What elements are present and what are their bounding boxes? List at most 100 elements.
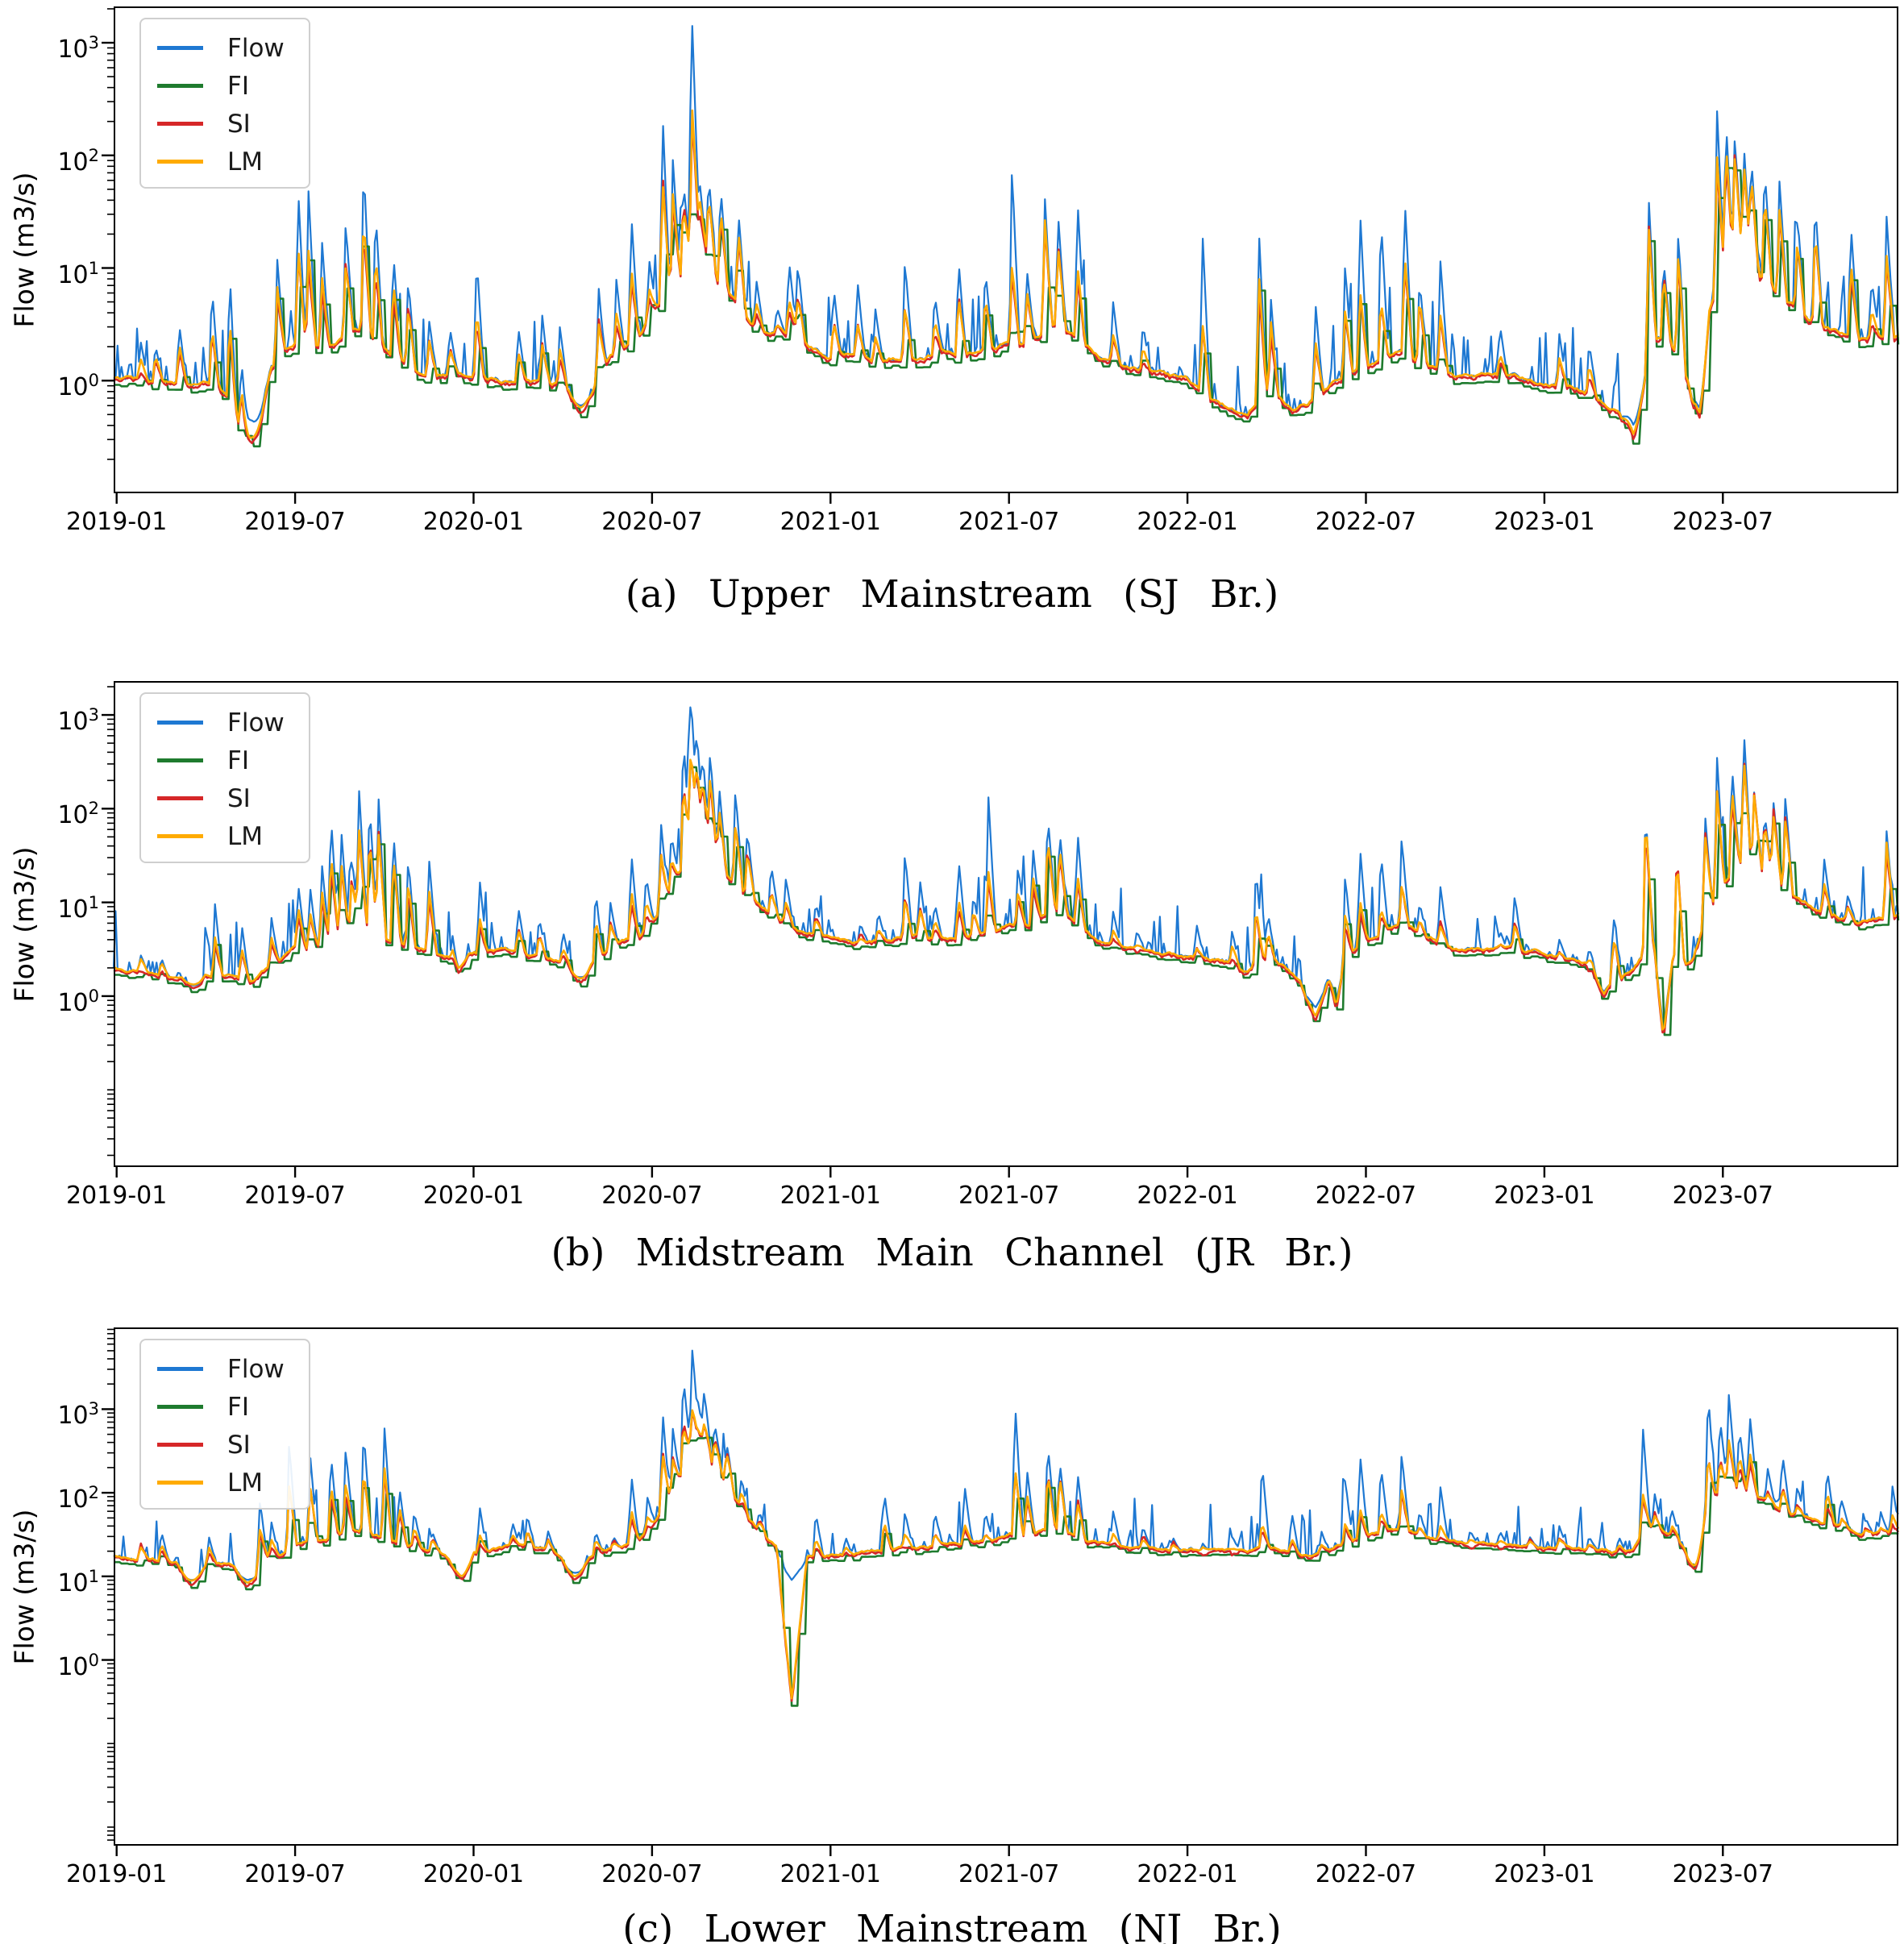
legend-label: Flow [227,33,285,63]
legend: Flow FI SI LM [139,692,310,863]
legend-item-lm: LM [157,817,285,855]
x-tick-label: 2021-07 [958,1182,1060,1210]
x-tick-label: 2022-07 [1315,508,1417,536]
x-tick-label: 2022-07 [1315,1182,1417,1210]
x-tick-label: 2020-07 [601,1182,703,1210]
series-fi-line [114,766,1900,1036]
legend-label: FI [227,1392,249,1422]
x-tick-label: 2020-01 [422,1860,525,1888]
y-tick-label: 103 [57,705,99,737]
x-tick-label: 2023-07 [1672,1182,1773,1210]
x-tick-label: 2020-01 [422,508,525,536]
chart-b-plot [102,681,1900,1178]
legend-item-flow: Flow [157,704,285,741]
legend-label: SI [227,783,251,813]
legend-item-lm: LM [157,1464,285,1502]
plot-border [114,6,1898,493]
legend-swatch-fi-icon [157,1405,203,1409]
caption-a: (a) Upper Mainstream (SJ Br.) [625,572,1279,617]
legend-swatch-lm-icon [157,1481,203,1485]
y-tick-label: 100 [57,1650,99,1681]
series-si-line [113,1411,1899,1702]
y-tick-label: 101 [57,892,99,924]
chart-a-plot [102,6,1900,504]
x-tick-label: 2021-01 [779,1860,881,1888]
legend-swatch-lm-icon [157,160,203,164]
y-tick-label: 102 [57,799,99,830]
legend-label: Flow [227,1354,285,1384]
x-tick-label: 2023-01 [1494,1860,1595,1888]
series-lm-line [113,1409,1900,1700]
plot-border [114,681,1898,1167]
chart-c-plot [102,1327,1900,1856]
x-tick-label: 2023-01 [1494,1182,1595,1210]
x-tick-label: 2021-07 [958,508,1060,536]
legend-swatch-si-icon [157,796,203,800]
series-flow-line [113,1349,1899,1581]
x-tick-label: 2022-01 [1137,1860,1238,1888]
legend-item-si: SI [157,1426,285,1464]
y-tick-label: 103 [57,33,99,64]
legend-label: Flow [227,708,285,737]
x-tick-label: 2020-01 [422,1182,525,1210]
series-flow-line [113,25,1899,426]
legend-item-fi: FI [157,67,285,105]
x-tick-label: 2019-07 [244,508,346,536]
legend-swatch-flow-icon [157,46,203,50]
plot-border [114,1327,1898,1846]
legend-item-lm: LM [157,143,285,181]
x-tick-label: 2022-07 [1315,1860,1417,1888]
x-tick-label: 2021-01 [779,508,881,536]
x-tick-label: 2022-01 [1137,1182,1238,1210]
legend-label: LM [227,821,264,851]
series-si-line [113,118,1899,445]
legend: Flow FI SI LM [139,1339,310,1510]
legend-swatch-si-icon [157,1443,203,1447]
y-tick-label: 101 [57,1566,99,1597]
legend: Flow FI SI LM [139,18,310,189]
legend-item-si: SI [157,779,285,817]
x-tick-label: 2023-07 [1672,1860,1773,1888]
y-axis-label: Flow (m3/s) [8,845,40,1003]
x-tick-label: 2021-07 [958,1860,1060,1888]
legend-swatch-flow-icon [157,721,203,725]
legend-swatch-lm-icon [157,834,203,838]
x-tick-label: 2020-07 [601,1860,703,1888]
legend-label: FI [227,71,249,101]
legend-item-flow: Flow [157,29,285,67]
legend-item-fi: FI [157,1388,285,1426]
x-tick-label: 2019-01 [66,508,168,536]
legend-label: SI [227,109,251,139]
legend-item-flow: Flow [157,1350,285,1388]
series-lm-line [113,109,1899,439]
y-tick-label: 100 [57,986,99,1017]
caption-c: (c) Lower Mainstream (NJ Br.) [622,1907,1282,1944]
legend-item-fi: FI [157,741,285,779]
legend-label: LM [227,147,264,177]
y-axis-label: Flow (m3/s) [8,1508,40,1665]
legend-label: SI [227,1430,251,1460]
legend-label: LM [227,1468,264,1497]
y-tick-label: 103 [57,1399,99,1431]
x-tick-label: 2019-01 [66,1182,168,1210]
series-fi-line [114,1436,1899,1707]
x-tick-label: 2019-07 [244,1182,346,1210]
y-tick-label: 100 [57,371,99,402]
legend-swatch-flow-icon [157,1367,203,1371]
legend-swatch-fi-icon [157,758,203,762]
x-tick-label: 2021-01 [779,1182,881,1210]
y-tick-label: 101 [57,258,99,289]
series-lm-line [113,758,1899,1031]
caption-b: (b) Midstream Main Channel (JR Br.) [551,1231,1353,1275]
x-tick-label: 2019-07 [244,1860,346,1888]
y-tick-label: 102 [57,1483,99,1514]
x-tick-label: 2019-01 [66,1860,168,1888]
y-axis-label: Flow (m3/s) [8,172,40,328]
legend-swatch-si-icon [157,122,203,126]
legend-label: FI [227,746,249,775]
x-tick-label: 2022-01 [1137,508,1238,536]
legend-item-si: SI [157,105,285,143]
legend-swatch-fi-icon [157,84,203,88]
x-tick-label: 2020-07 [601,508,703,536]
